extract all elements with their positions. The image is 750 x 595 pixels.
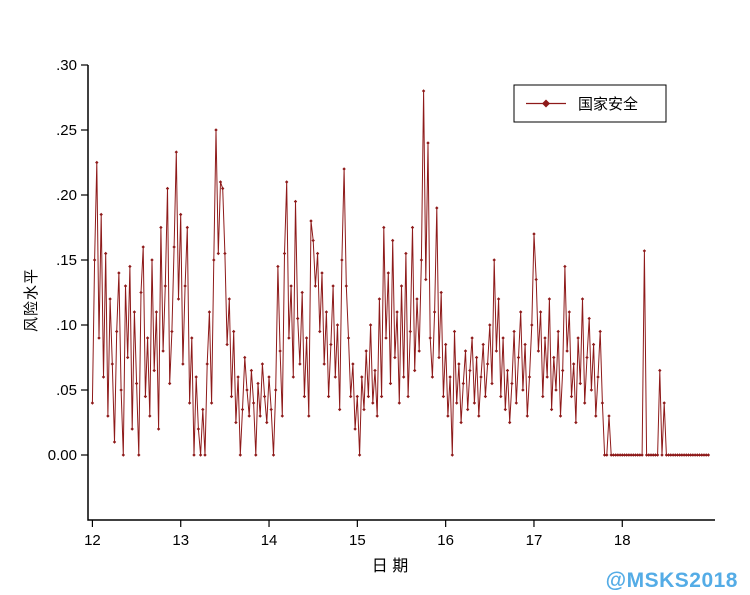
x-tick-label: 15: [349, 532, 366, 549]
axes-frame: [87, 65, 715, 521]
legend: 国家安全: [513, 84, 667, 123]
y-tick-label: .30: [56, 57, 77, 74]
y-tick-label: .20: [56, 187, 77, 204]
watermark: @MSKS2018: [605, 569, 738, 592]
y-tick-label: .10: [56, 317, 77, 334]
series-markers: [90, 89, 711, 457]
y-tick-label: .25: [56, 122, 77, 139]
x-tick-label: 14: [261, 532, 278, 549]
x-tick-label: 18: [614, 532, 631, 549]
y-tick-label: .15: [56, 252, 77, 269]
y-tick-label: .05: [56, 382, 77, 399]
series-line: [91, 90, 709, 456]
x-tick-label: 17: [526, 532, 543, 549]
y-tick-label: 0.00: [48, 447, 77, 464]
x-tick-label: 13: [172, 532, 189, 549]
legend-label: 国家安全: [578, 95, 638, 113]
x-tick-label: 16: [437, 532, 454, 549]
x-axis-title: 日 期: [371, 558, 409, 575]
x-tick-label: 12: [84, 532, 101, 549]
y-axis-title: 风险水平: [23, 267, 40, 332]
legend-diamond-icon: [542, 99, 550, 108]
plot-layer: 0.00 .05 .10 .15 .20 .25 .30 12 13 14 15 16 17 18: [48, 57, 715, 549]
